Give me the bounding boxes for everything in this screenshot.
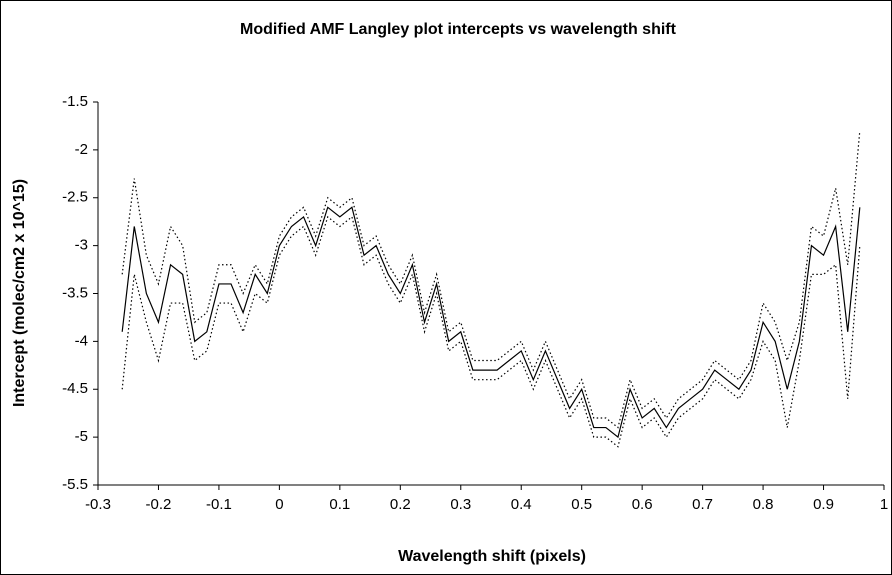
chart-title: Modified AMF Langley plot intercepts vs … bbox=[240, 21, 677, 38]
series-line bbox=[121, 215, 861, 448]
x-axis-title: Wavelength shift (pixels) bbox=[398, 548, 586, 565]
y-axis-title: Intercept (molec/cm2 x 10^15) bbox=[11, 179, 28, 407]
x-tick-label: 0.2 bbox=[390, 496, 411, 513]
x-tick-label: -0.2 bbox=[146, 496, 172, 513]
x-tick-label: 0.5 bbox=[571, 496, 592, 513]
x-tick-label: 0.6 bbox=[632, 496, 653, 513]
x-tick-label: 0.9 bbox=[813, 496, 834, 513]
y-tick-label: -2 bbox=[75, 141, 88, 158]
y-tick-label: -1.5 bbox=[62, 93, 88, 110]
y-tick-label: -5 bbox=[75, 428, 88, 445]
series-line bbox=[121, 130, 861, 429]
x-tick-label: 0.1 bbox=[329, 496, 350, 513]
x-tick-label: 0.8 bbox=[753, 496, 774, 513]
x-tick-label: 0.4 bbox=[511, 496, 532, 513]
x-tick-label: 0.3 bbox=[450, 496, 471, 513]
y-tick-label: -2.5 bbox=[62, 189, 88, 206]
y-tick-label: -4.5 bbox=[62, 380, 88, 397]
series-line bbox=[121, 206, 861, 439]
y-tick-label: -3.5 bbox=[62, 284, 88, 301]
x-tick-label: 0 bbox=[275, 496, 283, 513]
x-tick-label: 1 bbox=[880, 496, 888, 513]
y-tick-label: -5.5 bbox=[62, 476, 88, 493]
y-tick-label: -3 bbox=[75, 237, 88, 254]
x-tick-label: -0.3 bbox=[85, 496, 111, 513]
x-tick-label: 0.7 bbox=[692, 496, 713, 513]
x-tick-label: -0.1 bbox=[206, 496, 232, 513]
y-tick-label: -4 bbox=[75, 332, 88, 349]
